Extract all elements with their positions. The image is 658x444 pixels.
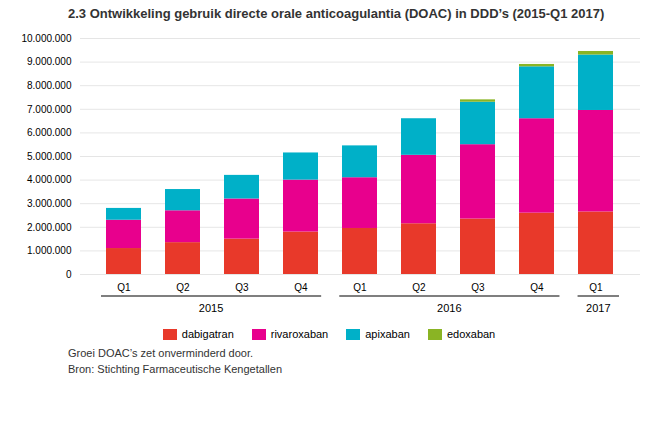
- svg-text:Q2: Q2: [412, 282, 426, 293]
- svg-text:9.000.000: 9.000.000: [27, 57, 72, 68]
- svg-text:Q2: Q2: [176, 282, 190, 293]
- svg-text:Q1: Q1: [589, 282, 603, 293]
- html-text:Bron: Stichting Farmaceutische: Bron: Stichting Farmaceutische Kengetall…: [68, 363, 282, 376]
- svg-text:8.000.000: 8.000.000: [27, 80, 72, 91]
- svg-text:0: 0: [66, 269, 72, 280]
- svg-text:Q3: Q3: [235, 282, 249, 293]
- html-text:apixaban: apixaban: [365, 328, 410, 341]
- svg-text:Q1: Q1: [353, 282, 367, 293]
- svg-text:2017: 2017: [586, 302, 610, 314]
- svg-text:6.000.000: 6.000.000: [27, 127, 72, 138]
- svg-text:2015: 2015: [199, 302, 223, 314]
- svg-text:7.000.000: 7.000.000: [27, 104, 72, 115]
- svg-text:5.000.000: 5.000.000: [27, 151, 72, 162]
- html-text:edoxaban: edoxaban: [446, 328, 496, 341]
- html-text:Groei DOAC’s zet onverminderd: Groei DOAC’s zet onverminderd door.: [68, 347, 253, 360]
- svg-text:Q4: Q4: [530, 282, 544, 293]
- svg-text:4.000.000: 4.000.000: [27, 175, 72, 186]
- html-text:dabigatran: dabigatran: [181, 328, 234, 341]
- svg-text:3.000.000: 3.000.000: [27, 198, 72, 209]
- svg-text:Q1: Q1: [117, 282, 131, 293]
- html-text:rivaroxaban: rivaroxaban: [270, 328, 329, 341]
- svg-text:2016: 2016: [437, 302, 461, 314]
- svg-text:2.000.000: 2.000.000: [27, 222, 72, 233]
- html-text:2.3 Ontwikkeling gebruik direc: 2.3 Ontwikkeling gebruik directe orale a…: [68, 6, 605, 21]
- svg-text:Q4: Q4: [294, 282, 308, 293]
- svg-text:10.000.000: 10.000.000: [21, 33, 71, 44]
- svg-text:1.000.000: 1.000.000: [27, 245, 72, 256]
- svg-text:Q3: Q3: [471, 282, 485, 293]
